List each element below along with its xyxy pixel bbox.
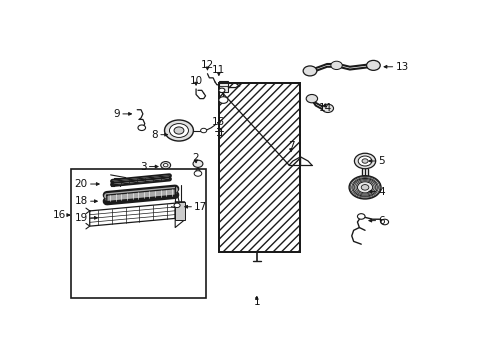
Circle shape	[200, 128, 207, 133]
Bar	[219, 81, 228, 92]
Text: 14: 14	[318, 103, 332, 113]
Text: 8: 8	[151, 130, 158, 140]
Circle shape	[349, 176, 381, 199]
Text: 12: 12	[201, 60, 214, 70]
Circle shape	[322, 104, 334, 112]
Circle shape	[193, 160, 203, 167]
Circle shape	[219, 88, 225, 93]
Circle shape	[306, 94, 318, 103]
Text: 3: 3	[140, 162, 147, 172]
Text: 11: 11	[212, 64, 225, 75]
Circle shape	[163, 163, 168, 167]
Bar	[219, 84, 300, 252]
Text: 7: 7	[288, 141, 294, 151]
Circle shape	[170, 123, 189, 138]
Text: 9: 9	[114, 109, 120, 119]
Text: 19: 19	[74, 213, 88, 223]
Circle shape	[381, 219, 389, 225]
Text: 6: 6	[378, 216, 385, 226]
Text: 2: 2	[193, 153, 199, 163]
Circle shape	[358, 182, 373, 193]
Circle shape	[353, 179, 377, 196]
Text: 15: 15	[212, 117, 225, 127]
Circle shape	[361, 185, 369, 190]
Circle shape	[331, 61, 343, 69]
Circle shape	[174, 203, 180, 208]
Circle shape	[138, 125, 146, 131]
Circle shape	[219, 97, 228, 103]
Circle shape	[354, 153, 376, 169]
Text: 10: 10	[190, 76, 203, 86]
Bar	[71, 169, 206, 298]
Text: 5: 5	[378, 156, 385, 166]
Text: 1: 1	[253, 297, 260, 307]
Circle shape	[194, 171, 202, 176]
Text: 16: 16	[52, 210, 66, 220]
Circle shape	[357, 214, 365, 219]
Circle shape	[174, 127, 184, 134]
Text: 4: 4	[378, 186, 385, 197]
Text: 18: 18	[74, 196, 88, 206]
Text: 17: 17	[194, 202, 207, 212]
Bar	[175, 202, 185, 220]
Circle shape	[165, 120, 194, 141]
Circle shape	[303, 66, 317, 76]
Circle shape	[362, 159, 368, 163]
Circle shape	[161, 162, 171, 169]
Circle shape	[367, 60, 380, 70]
Circle shape	[358, 156, 372, 166]
Text: 20: 20	[74, 179, 88, 189]
Bar	[219, 84, 300, 252]
Text: 13: 13	[395, 62, 409, 72]
